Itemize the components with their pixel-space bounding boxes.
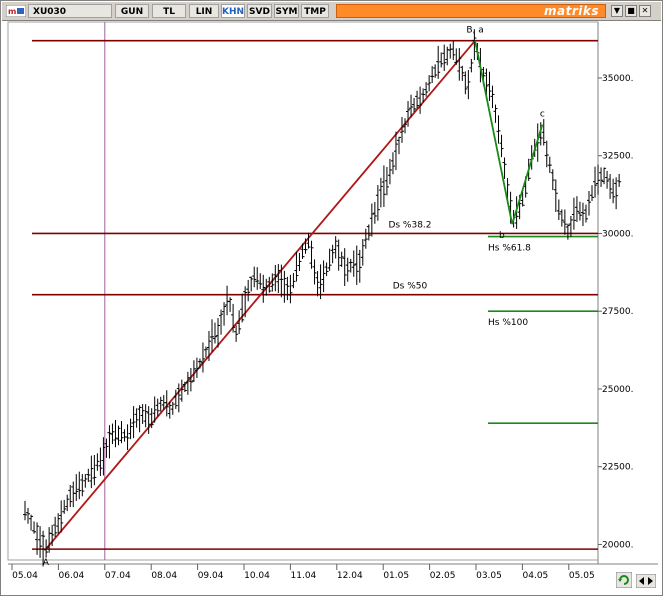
maximize-button[interactable]: ■ (625, 5, 637, 17)
svg-text:m: m (8, 7, 16, 16)
refresh-icon[interactable] (616, 572, 632, 588)
toolbar-button-svd[interactable]: SVD (247, 4, 272, 18)
matriks-logo-icon: m (6, 5, 26, 17)
toolbar-button-sym[interactable]: SYM (274, 4, 299, 18)
x-tick-label: 05.05 (569, 571, 595, 581)
y-tick-label: 35000. (602, 74, 634, 84)
y-tick-label: 25000. (602, 385, 634, 395)
fib-level-label: Ds %50 (393, 282, 428, 292)
toolbar-button-gun[interactable]: GUN (115, 4, 149, 18)
x-tick-label: 04.05 (523, 571, 549, 581)
x-tick-label: 10.04 (244, 571, 270, 581)
y-tick-label: 30000. (602, 229, 634, 239)
y-tick-label: 32500. (602, 152, 634, 162)
toolbar-button-khn[interactable]: KHN (221, 4, 245, 18)
x-tick-label: 07.04 (105, 571, 131, 581)
candles-group (23, 29, 622, 567)
chart-toolbar: m XU030 GUN TL LIN KHN SVD SYM TMP matri… (2, 2, 661, 21)
brand-name: matriks (544, 4, 599, 18)
y-tick-label: 22500. (602, 463, 634, 473)
wave-line (511, 124, 544, 225)
point-label: c (540, 110, 545, 120)
toolbar-button-tl[interactable]: TL (152, 4, 186, 18)
toolbar-button-lin[interactable]: LIN (189, 4, 219, 18)
x-tick-label: 02.05 (430, 571, 456, 581)
point-label: b (499, 231, 505, 241)
point-label: A (43, 558, 50, 568)
y-tick-label: 20000. (602, 540, 634, 550)
target-level-label: Hs %61.8 (488, 244, 531, 254)
x-tick-label: 11.04 (291, 571, 317, 581)
x-tick-label: 03.05 (476, 571, 502, 581)
fib-level-label: Ds %38.2 (388, 220, 431, 230)
brand-bar: matriks (336, 4, 606, 18)
y-tick-label: 27500. (602, 307, 634, 317)
x-tick-label: 05.04 (12, 571, 38, 581)
scroll-arrows-icon[interactable] (636, 574, 656, 588)
target-level-label: Hs %100 (488, 318, 528, 328)
x-tick-label: 06.04 (59, 571, 85, 581)
symbol-label: XU030 (33, 7, 67, 17)
close-button[interactable]: ✕ (639, 5, 651, 17)
symbol-field[interactable]: XU030 (28, 4, 112, 18)
plot-area (7, 21, 599, 561)
trend-line (45, 40, 476, 550)
x-tick-label: 08.04 (151, 571, 177, 581)
minimize-button[interactable]: ▼ (611, 5, 623, 17)
wave-line (474, 40, 514, 225)
x-tick-label: 12.04 (337, 571, 363, 581)
x-tick-label: 01.05 (383, 571, 409, 581)
point-label: B, a (466, 26, 483, 36)
x-tick-label: 09.04 (198, 571, 224, 581)
toolbar-button-tmp[interactable]: TMP (301, 4, 329, 18)
